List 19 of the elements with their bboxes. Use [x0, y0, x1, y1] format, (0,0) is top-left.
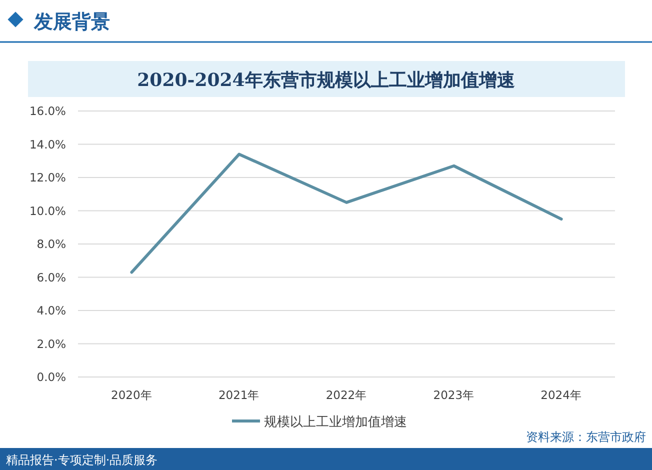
- text: 发展背景: [33, 11, 110, 33]
- x-tick-label: 2022年: [326, 388, 368, 402]
- y-tick-label: 10.0%: [29, 204, 66, 218]
- x-tick-label: 2024年: [540, 388, 582, 402]
- y-tick-label: 12.0%: [29, 170, 66, 184]
- x-tick-label: 2021年: [218, 388, 260, 402]
- y-tick-label: 6.0%: [36, 270, 66, 284]
- x-tick-label: 2023年: [433, 388, 475, 402]
- y-tick-label: 4.0%: [36, 304, 66, 318]
- y-tick-label: 8.0%: [36, 237, 66, 251]
- x-tick-label: 2020年: [111, 388, 152, 402]
- y-tick-label: 16.0%: [29, 104, 66, 118]
- legend-label: 规模以上工业增加值增速: [264, 415, 407, 430]
- y-tick-label: 2.0%: [36, 336, 66, 351]
- y-tick-label: 14.0%: [29, 137, 66, 152]
- text: 精品报告·专项定制·品质服务: [6, 453, 158, 467]
- y-tick-label: 0.0%: [36, 370, 66, 384]
- chart-title: 2020-2024年东营市规模以上工业增加值增速: [137, 70, 515, 91]
- text: 资料来源：东营市政府: [526, 430, 646, 444]
